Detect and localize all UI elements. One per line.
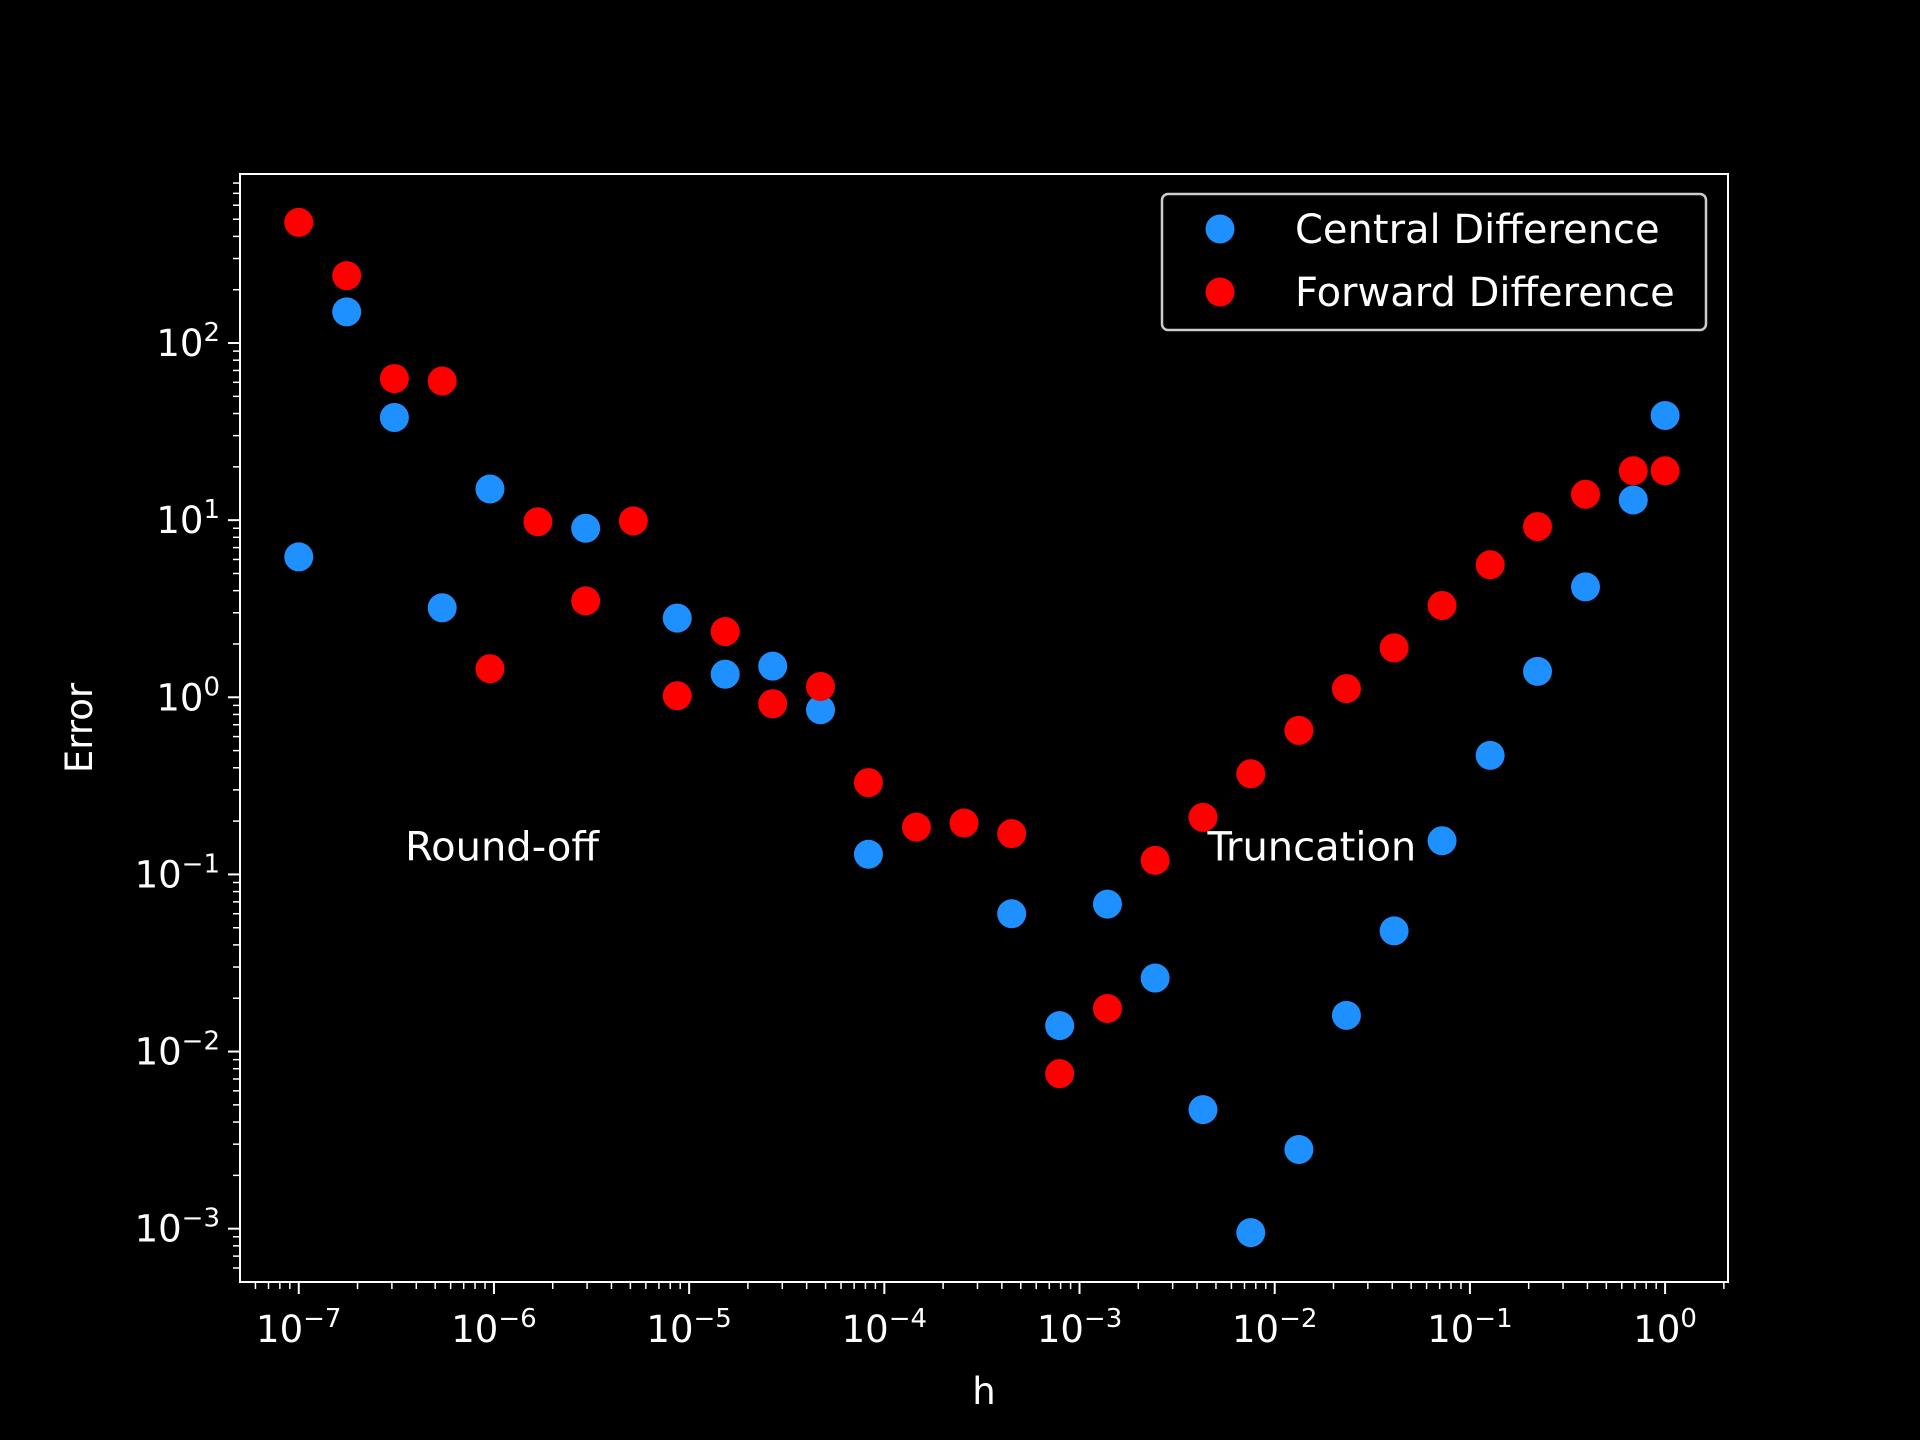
data-point bbox=[1571, 572, 1601, 602]
data-point bbox=[1523, 656, 1553, 686]
data-point bbox=[1331, 1000, 1361, 1030]
data-point bbox=[332, 261, 362, 291]
legend-marker bbox=[1205, 277, 1235, 307]
major-ticks bbox=[228, 342, 1667, 1294]
data-point bbox=[332, 297, 362, 327]
data-point bbox=[1427, 826, 1457, 856]
series-0 bbox=[284, 297, 1680, 1248]
data-point bbox=[1650, 456, 1680, 486]
data-point bbox=[901, 812, 931, 842]
data-point bbox=[662, 603, 692, 633]
data-point bbox=[1284, 1134, 1314, 1164]
y-tick-label: 100 bbox=[156, 672, 220, 719]
data-points bbox=[284, 207, 1680, 1248]
data-point bbox=[379, 364, 409, 394]
annotations: Round-off Truncation bbox=[405, 824, 1416, 870]
data-point bbox=[1236, 1218, 1266, 1248]
data-point bbox=[284, 542, 314, 572]
annotation: Round-off bbox=[405, 824, 600, 870]
y-tick-label: 101 bbox=[156, 495, 220, 542]
data-point bbox=[1188, 802, 1218, 832]
legend-box bbox=[1160, 192, 1708, 332]
data-point bbox=[1045, 1011, 1075, 1041]
x-tick-label: 10−6 bbox=[451, 1304, 536, 1351]
y-tick-label: 10−1 bbox=[135, 849, 220, 896]
data-point bbox=[853, 768, 883, 798]
data-point bbox=[475, 654, 505, 684]
data-point bbox=[1236, 759, 1266, 789]
data-point bbox=[710, 659, 740, 689]
data-point bbox=[1618, 456, 1648, 486]
legend: Central Difference Forward Difference bbox=[1160, 192, 1708, 332]
series-1 bbox=[284, 207, 1680, 1089]
y-axis-label: Error bbox=[58, 682, 101, 773]
data-point bbox=[571, 513, 601, 543]
data-point bbox=[758, 689, 788, 719]
data-point bbox=[618, 506, 648, 536]
data-point bbox=[427, 366, 457, 396]
x-tick-label: 10−1 bbox=[1427, 1304, 1512, 1351]
data-point bbox=[1140, 845, 1170, 875]
data-point bbox=[1650, 400, 1680, 430]
data-point bbox=[758, 651, 788, 681]
x-tick-label: 10−5 bbox=[646, 1304, 731, 1351]
data-point bbox=[806, 672, 836, 702]
data-point bbox=[1427, 590, 1457, 620]
x-tick-label: 10−3 bbox=[1037, 1304, 1122, 1351]
y-tick-label: 102 bbox=[156, 318, 220, 365]
data-point bbox=[997, 819, 1027, 849]
data-point bbox=[1571, 479, 1601, 509]
x-tick-label: 10−4 bbox=[842, 1304, 927, 1351]
data-point bbox=[1092, 993, 1122, 1023]
data-point bbox=[1188, 1095, 1218, 1125]
data-point bbox=[806, 695, 836, 725]
x-tick-label: 100 bbox=[1633, 1304, 1697, 1351]
data-point bbox=[853, 839, 883, 869]
data-point bbox=[1475, 740, 1505, 770]
x-tick-label: 10−2 bbox=[1232, 1304, 1317, 1351]
x-axis-label: h bbox=[972, 1370, 995, 1413]
data-point bbox=[949, 808, 979, 838]
legend-marker bbox=[1205, 214, 1235, 244]
tick-labels: 10−7 10−6 10−5 10−4 10−3 10−2 10−1 100 10−3 10−2 1… bbox=[135, 318, 1697, 1351]
x-tick-label: 10−7 bbox=[256, 1304, 341, 1351]
legend-label: Central Difference bbox=[1295, 207, 1660, 253]
data-point bbox=[1618, 485, 1648, 515]
annotation: Truncation bbox=[1206, 824, 1416, 870]
data-point bbox=[523, 507, 553, 537]
data-point bbox=[1331, 674, 1361, 704]
data-point bbox=[284, 207, 314, 237]
data-point bbox=[427, 593, 457, 623]
data-point bbox=[1092, 889, 1122, 919]
data-point bbox=[379, 402, 409, 432]
data-point bbox=[1045, 1059, 1075, 1089]
legend-label: Forward Difference bbox=[1295, 270, 1675, 316]
data-point bbox=[1140, 963, 1170, 993]
y-tick-label: 10−2 bbox=[135, 1027, 220, 1074]
data-point bbox=[1284, 715, 1314, 745]
data-point bbox=[997, 899, 1027, 929]
data-point bbox=[662, 681, 692, 711]
data-point bbox=[1475, 550, 1505, 580]
y-tick-label: 10−3 bbox=[135, 1204, 220, 1251]
data-point bbox=[1379, 633, 1409, 663]
minor-ticks bbox=[233, 182, 1725, 1289]
data-point bbox=[710, 617, 740, 647]
plot-frame bbox=[239, 173, 1729, 1283]
data-point bbox=[1523, 512, 1553, 542]
data-point bbox=[475, 474, 505, 504]
data-point bbox=[1379, 916, 1409, 946]
data-point bbox=[571, 586, 601, 616]
